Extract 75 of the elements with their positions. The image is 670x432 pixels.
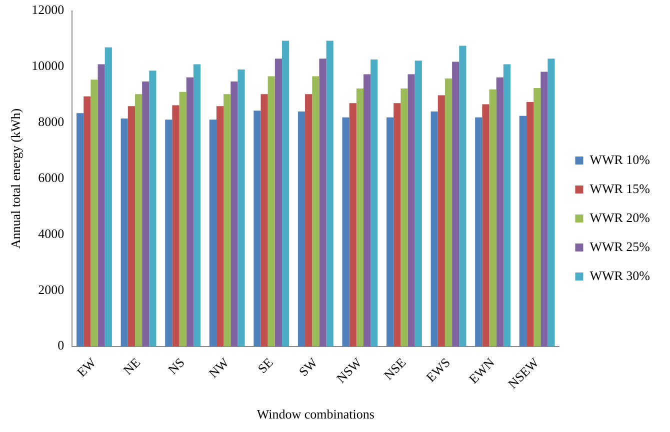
bar bbox=[503, 64, 510, 346]
bar bbox=[98, 64, 105, 346]
x-tick-label: EW bbox=[74, 354, 100, 380]
bar bbox=[165, 120, 172, 346]
x-axis-title: Window combinations bbox=[256, 406, 374, 422]
bar bbox=[274, 58, 282, 346]
bar bbox=[260, 94, 268, 346]
bar bbox=[282, 40, 290, 346]
bar bbox=[90, 80, 98, 346]
bar bbox=[482, 104, 490, 346]
bar bbox=[104, 47, 112, 346]
bar bbox=[414, 60, 422, 346]
bar bbox=[120, 118, 128, 346]
bar bbox=[475, 117, 482, 346]
bar bbox=[76, 113, 84, 346]
bar bbox=[186, 77, 194, 346]
bar bbox=[254, 110, 261, 346]
y-tick-label: 6000 bbox=[38, 170, 64, 185]
x-tick-label: SE bbox=[254, 354, 276, 376]
legend-label: WWR 30% bbox=[590, 268, 650, 283]
bar bbox=[386, 117, 394, 346]
bar bbox=[400, 88, 408, 346]
bar bbox=[209, 120, 216, 346]
bar bbox=[179, 92, 186, 346]
bar bbox=[459, 46, 466, 346]
bar bbox=[496, 77, 504, 346]
bar bbox=[356, 88, 364, 346]
bar bbox=[193, 64, 201, 346]
bar bbox=[370, 59, 378, 346]
legend-label: WWR 20% bbox=[590, 210, 650, 225]
bar bbox=[548, 58, 555, 346]
bar bbox=[319, 58, 326, 346]
bar bbox=[534, 88, 541, 346]
bar bbox=[230, 82, 238, 346]
x-tick-label: NE bbox=[120, 354, 144, 378]
bar bbox=[540, 72, 548, 346]
bar bbox=[342, 117, 350, 346]
bar bbox=[224, 94, 231, 346]
bar bbox=[438, 95, 445, 346]
bar bbox=[444, 78, 452, 346]
x-tick-label: NW bbox=[206, 354, 232, 381]
bar bbox=[312, 76, 320, 346]
bar bbox=[298, 111, 306, 346]
bar bbox=[84, 96, 91, 346]
y-axis-title: Annual total energy (kWh) bbox=[8, 108, 24, 249]
bar bbox=[128, 106, 135, 346]
bar bbox=[394, 103, 401, 346]
bar bbox=[305, 94, 312, 346]
bar bbox=[142, 82, 150, 346]
bar bbox=[149, 70, 156, 346]
legend-label: WWR 10% bbox=[590, 152, 650, 167]
bar bbox=[238, 70, 245, 346]
y-tick-label: 8000 bbox=[38, 114, 64, 130]
y-tick-label: 4000 bbox=[38, 226, 64, 241]
bar bbox=[430, 111, 438, 346]
y-tick-label: 2000 bbox=[38, 282, 64, 297]
x-tick-label: SW bbox=[296, 354, 321, 380]
bar bbox=[216, 106, 224, 346]
bar bbox=[172, 105, 180, 346]
bar bbox=[408, 74, 415, 346]
bar bbox=[519, 116, 526, 346]
bar bbox=[526, 102, 534, 346]
x-tick-label: NS bbox=[164, 354, 188, 378]
bar bbox=[452, 62, 460, 346]
y-tick-label: 10000 bbox=[32, 58, 64, 74]
bar bbox=[326, 40, 334, 346]
bar bbox=[363, 74, 371, 346]
legend-label: WWR 25% bbox=[590, 238, 650, 254]
bar bbox=[349, 103, 356, 346]
y-tick-label: 12000 bbox=[32, 2, 64, 18]
legend-label: WWR 15% bbox=[590, 180, 650, 196]
bar bbox=[268, 76, 275, 346]
y-tick-label: 0 bbox=[58, 338, 64, 353]
bar bbox=[489, 89, 496, 346]
bar bbox=[134, 94, 142, 346]
